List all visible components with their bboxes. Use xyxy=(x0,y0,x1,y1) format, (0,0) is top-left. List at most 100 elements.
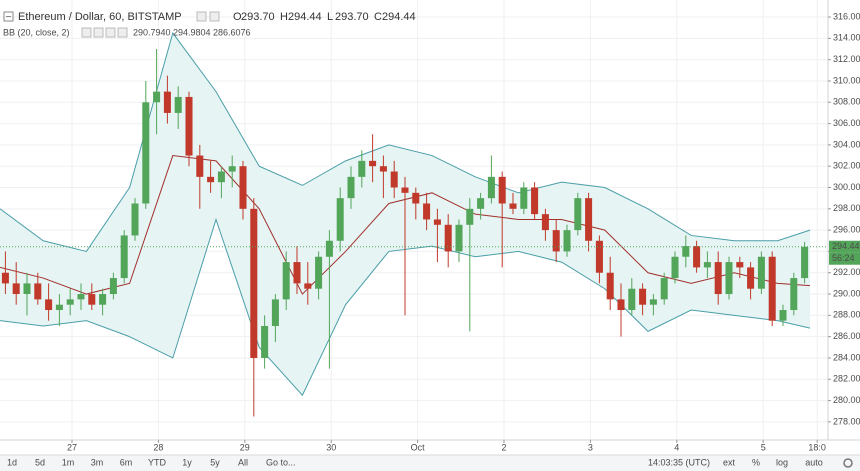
option-button[interactable]: auto xyxy=(805,457,823,467)
y-tick-label: 292.00 xyxy=(833,267,860,277)
candle-body xyxy=(466,208,474,225)
candle-body xyxy=(790,278,798,311)
candle-body xyxy=(714,262,722,295)
symbol-title: Ethereum / Dollar, 60, BITSTAMP xyxy=(18,11,182,23)
candle-body xyxy=(801,246,809,279)
y-tick-label: 300.00 xyxy=(833,182,860,192)
candle-body xyxy=(390,171,398,188)
range-button[interactable]: YTD xyxy=(148,457,167,467)
range-button[interactable]: 6m xyxy=(120,457,133,467)
candle-body xyxy=(649,299,657,305)
candle-body xyxy=(757,256,765,289)
close-icon[interactable] xyxy=(209,11,220,22)
indicator-value: 290.7940 xyxy=(133,27,171,37)
candle-body xyxy=(142,102,150,204)
candle-body xyxy=(207,176,215,183)
ohlc-key: L xyxy=(327,11,333,23)
candle-body xyxy=(520,187,528,209)
x-tick-label: 29 xyxy=(240,442,250,452)
candle-body xyxy=(304,283,312,289)
range-button[interactable]: 1m xyxy=(62,457,75,467)
candle-body xyxy=(379,166,387,172)
candle-body xyxy=(574,198,582,231)
countdown-label: 56:24 xyxy=(832,253,855,263)
candle-body xyxy=(423,203,431,220)
candle-body xyxy=(412,192,420,204)
candle-body xyxy=(563,230,571,252)
candle-body xyxy=(131,203,139,236)
candle-body xyxy=(747,267,755,289)
ohlc-value: 294.44 xyxy=(382,11,416,23)
ohlc-key: C xyxy=(374,11,382,23)
band-middle xyxy=(0,154,811,295)
candle-body xyxy=(487,176,495,199)
x-tick-label: 3 xyxy=(588,442,593,452)
band-upper xyxy=(0,31,811,252)
ohlc-value: 293.70 xyxy=(241,11,275,23)
candle-body xyxy=(768,256,776,321)
candle-body xyxy=(261,326,269,358)
candle-body xyxy=(725,262,733,295)
y-tick-label: 306.00 xyxy=(833,118,860,128)
ohlc-key: O xyxy=(233,11,242,23)
candle-body xyxy=(682,246,690,257)
last-price-label: 294.44 xyxy=(832,241,860,251)
candle-body xyxy=(228,166,236,172)
y-tick-label: 284.00 xyxy=(833,352,860,362)
candle-body xyxy=(325,240,333,257)
candle-body xyxy=(196,155,204,177)
clock: 14:03:35 (UTC) xyxy=(648,457,710,467)
candle-body xyxy=(455,224,463,252)
x-tick-label: 4 xyxy=(674,442,679,452)
x-tick-label: 2 xyxy=(501,442,506,452)
candle-body xyxy=(552,230,560,252)
candle-body xyxy=(34,283,42,300)
candle-body xyxy=(531,187,539,215)
candle-body xyxy=(185,96,193,156)
collapse-icon[interactable] xyxy=(3,11,14,22)
range-button[interactable]: 3m xyxy=(91,457,104,467)
settings-gear[interactable] xyxy=(843,458,853,468)
candle-body xyxy=(595,240,603,273)
indicator-icon[interactable] xyxy=(117,27,128,38)
range-button[interactable]: 1y xyxy=(182,457,192,467)
candle-body xyxy=(153,91,161,103)
candle-body xyxy=(217,171,225,183)
candle-body xyxy=(1,272,9,284)
candle-body xyxy=(66,299,74,305)
candle-body xyxy=(401,187,409,193)
option-button[interactable]: log xyxy=(776,457,788,467)
indicator-icon[interactable] xyxy=(93,27,104,38)
candle-body xyxy=(693,246,701,268)
option-button[interactable]: ext xyxy=(723,457,736,467)
candle-body xyxy=(55,304,63,311)
range-button[interactable]: 5y xyxy=(210,457,220,467)
candle-body xyxy=(347,176,355,199)
candle-body xyxy=(369,160,377,167)
goto-button[interactable]: Go to... xyxy=(266,457,296,467)
candle-body xyxy=(444,224,452,252)
y-tick-label: 298.00 xyxy=(833,203,860,213)
candle-body xyxy=(336,198,344,241)
candle-body xyxy=(77,294,85,300)
option-button[interactable]: % xyxy=(752,457,760,467)
candle-body xyxy=(541,214,549,231)
candle-body xyxy=(23,283,31,295)
settings-icon[interactable] xyxy=(196,11,207,22)
candle-body xyxy=(88,294,96,305)
candle-body xyxy=(120,235,128,279)
x-tick-label: Oct xyxy=(411,442,426,452)
range-button[interactable]: 5d xyxy=(35,457,45,467)
candle-body xyxy=(703,262,711,268)
range-button[interactable]: All xyxy=(238,457,248,467)
candle-body xyxy=(12,283,20,295)
ohlc-value: 294.44 xyxy=(288,11,322,23)
candle-body xyxy=(617,299,625,311)
indicator-icon[interactable] xyxy=(105,27,116,38)
range-button[interactable]: 1d xyxy=(7,457,17,467)
indicator-icon[interactable] xyxy=(81,27,92,38)
x-tick-label: 18:0 xyxy=(808,442,826,452)
candle-body xyxy=(660,278,668,300)
y-tick-label: 290.00 xyxy=(833,288,860,298)
